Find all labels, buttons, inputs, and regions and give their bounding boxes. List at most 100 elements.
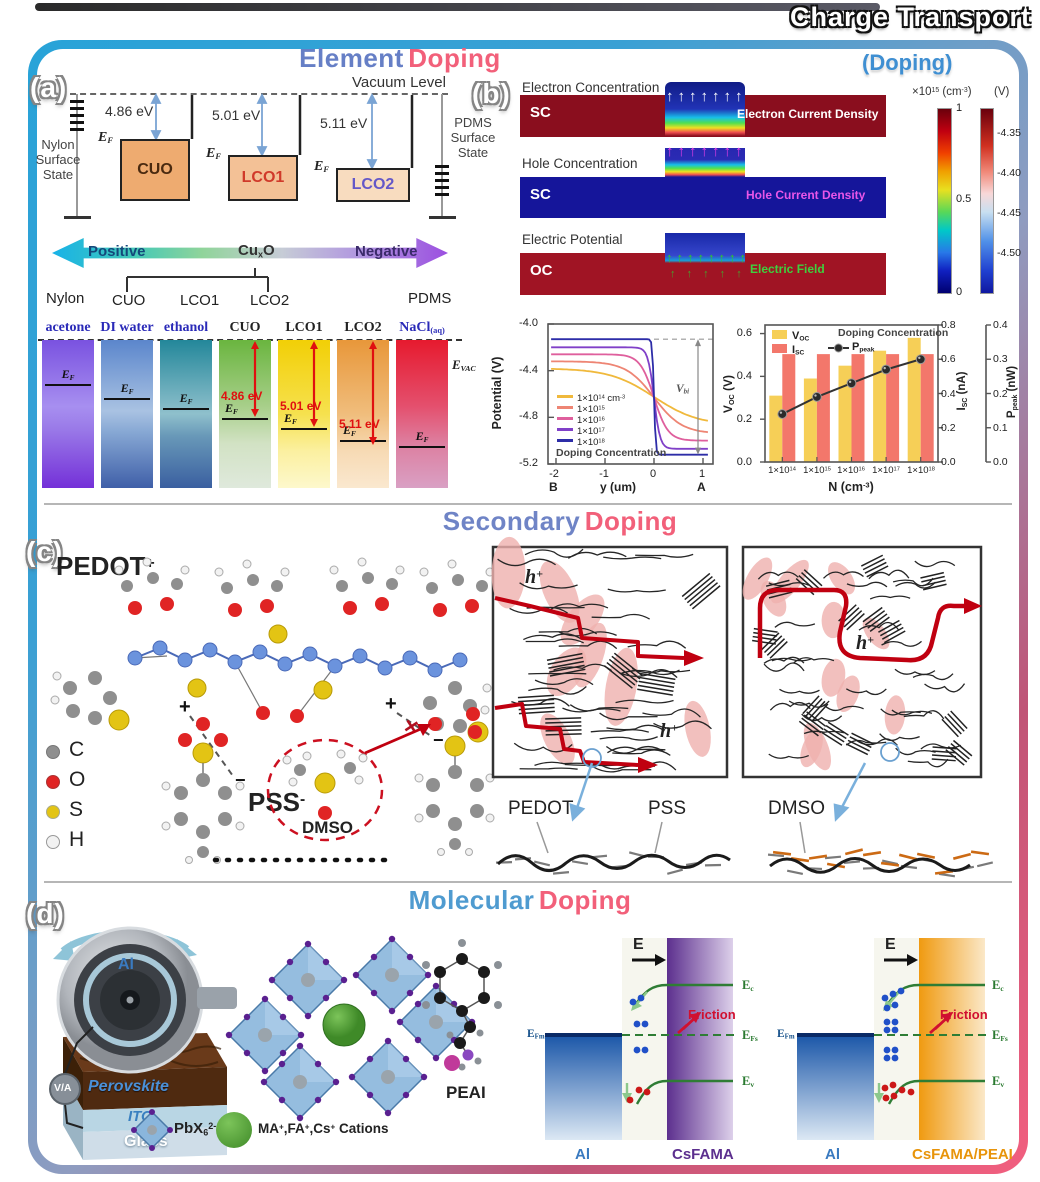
- sulfur-dot-icon: [46, 804, 60, 819]
- band-arrows-svg: [150, 92, 414, 171]
- pss-tosylate-right: [414, 707, 495, 856]
- heading-doping-d: Doping: [538, 885, 632, 915]
- perovskite-label: Perovskite: [88, 1078, 169, 1095]
- panel-a-tag: (a): [30, 72, 68, 103]
- bd1-friction-label: Friction: [688, 1007, 736, 1022]
- pedot-pss-molecule-illustration: + + − − ×: [50, 557, 495, 864]
- atom-legend-c: C: [46, 738, 84, 762]
- c2-xtick: 1×1017: [872, 465, 900, 476]
- bd2-friction-label: Friction: [940, 1007, 988, 1022]
- hole-current-arrows: ↑↑↑↑↑↑↑: [666, 143, 747, 160]
- film-label-pedot: PEDOT: [508, 798, 574, 819]
- atom-legend-h: H: [46, 828, 84, 852]
- bar-lco1: EF: [278, 340, 330, 488]
- c1-ytick: -4.0: [519, 317, 538, 329]
- row3-bump: [665, 233, 745, 263]
- c2-xlabel: N (cm-3): [828, 480, 874, 494]
- row1-overlay: Electron Current Density: [737, 107, 879, 121]
- potential-line-chart: [547, 323, 714, 465]
- row2-region: SC: [530, 186, 551, 203]
- bar-label-cuo: CUO: [229, 320, 261, 335]
- row3-overlay: Electric Field: [750, 262, 825, 276]
- c1-legend-3: 1×1016: [557, 410, 605, 428]
- bar-diwater: EF: [101, 340, 153, 488]
- hole-label-1: h+: [525, 566, 543, 588]
- c2-y3tick: 0.1: [993, 422, 1008, 434]
- row1-region: SC: [530, 104, 551, 121]
- doping-bar-chart: [760, 324, 991, 463]
- vacuum-level-line: [70, 93, 448, 95]
- c2-y2tick: 0.4: [941, 388, 956, 400]
- c2-y2tick: 0.6: [941, 353, 956, 365]
- bar-cuo: EF: [219, 340, 271, 488]
- bd2-metal-label: Al: [825, 1146, 840, 1163]
- octahedron-legend-label: PbX62-: [174, 1120, 217, 1138]
- c1-corner-a: A: [697, 480, 706, 494]
- meter-label: V/A: [54, 1082, 72, 1094]
- pdms-surface-hatch: [435, 165, 449, 198]
- pdms-ground: [429, 216, 456, 219]
- heading-doping-c: Doping: [584, 506, 678, 536]
- bd2-ev-label: Ev: [992, 1074, 1005, 1089]
- c2-legend-voc: VOC: [772, 326, 809, 344]
- c2-xtick: 1×1015: [803, 465, 831, 476]
- c1-corner-b: B: [549, 480, 558, 494]
- roller-al-label: Al: [118, 956, 134, 973]
- bd1-field-label: E: [633, 936, 644, 953]
- wf-lco1: 5.01 eV: [212, 107, 261, 123]
- evac-label: EVAC: [452, 357, 476, 373]
- bar-wf-cuo: 4.86 eV: [221, 389, 263, 403]
- row2-title: Hole Concentration: [522, 156, 638, 171]
- c2-y3tick: 0.4: [993, 319, 1008, 331]
- bar-wf-lco2: 5.11 eV: [339, 417, 380, 431]
- bd2-field-label: E: [885, 936, 896, 953]
- dmso-label: DMSO: [302, 818, 353, 837]
- separator-1: [44, 503, 1012, 505]
- nylon-surface-state-label: Nylon Surface State: [35, 137, 81, 182]
- bd1-metal-label: Al: [575, 1146, 590, 1163]
- wf-cuo: 4.86 eV: [105, 103, 154, 119]
- c2-legend-ppeak: Ppeak: [852, 341, 875, 354]
- minus-charge-right: −: [433, 730, 444, 750]
- separator-2: [44, 881, 1012, 883]
- hole-label-2: h+: [660, 720, 678, 742]
- wf-arrow-cuo: [251, 341, 259, 417]
- oxygen-dot-icon: [46, 774, 60, 789]
- pedot-pss-morphology-before: [491, 536, 729, 779]
- c1-xtick: 0: [649, 468, 657, 480]
- panel-c-tag: (c): [26, 536, 64, 567]
- bar-label-lco1: LCO1: [285, 320, 323, 335]
- pedot-backbone: [127, 624, 468, 723]
- panel-a-heading: Element Doping: [190, 43, 610, 74]
- c2-legend-isc: ISC: [772, 340, 804, 358]
- ef-label-lco1: EF: [206, 146, 221, 162]
- heading-doping-a: Doping: [408, 43, 501, 73]
- row-lco2: LCO2: [250, 292, 290, 309]
- figure-title: Charge Transport: [790, 2, 1032, 32]
- colorbar2: [980, 108, 994, 294]
- bd2-ec-label: Ec: [992, 978, 1004, 993]
- c1-ytick: -5.2: [519, 457, 538, 469]
- top-rule: [35, 3, 880, 11]
- panel-b-tag: (b): [472, 78, 511, 109]
- polarity-negative: Negative: [355, 243, 418, 260]
- cuo-band-label: CUO: [137, 161, 173, 178]
- film-chain-illustration: [495, 848, 994, 878]
- c1-ylabel: Potential (V): [489, 356, 504, 430]
- colorbar2-tick-435: -4.35: [997, 127, 1021, 139]
- film-label-pss: PSS: [648, 798, 687, 819]
- bar-label-nacl: NaCl(aq): [399, 320, 445, 336]
- end-thiophene-left: [50, 671, 130, 731]
- lco1-band-label: LCO1: [241, 169, 285, 186]
- c2-y3tick: 0.0: [993, 456, 1008, 468]
- bar-wf-lco1: 5.01 eV: [280, 399, 322, 413]
- c1-legend-title: Doping Concentration: [556, 447, 667, 459]
- nylon-electrode-line: [76, 94, 78, 218]
- colorbar1-tick-1: 1: [956, 102, 963, 114]
- bd1-ev-label: Ev: [742, 1074, 755, 1089]
- bd1-sc-label: CsFAMA: [672, 1146, 734, 1163]
- bd2-efm-label: EFm: [777, 1028, 795, 1041]
- colorbar2-tick-440: -4.40: [997, 167, 1021, 179]
- c2-y3label: Ppeak (nW): [1006, 365, 1019, 419]
